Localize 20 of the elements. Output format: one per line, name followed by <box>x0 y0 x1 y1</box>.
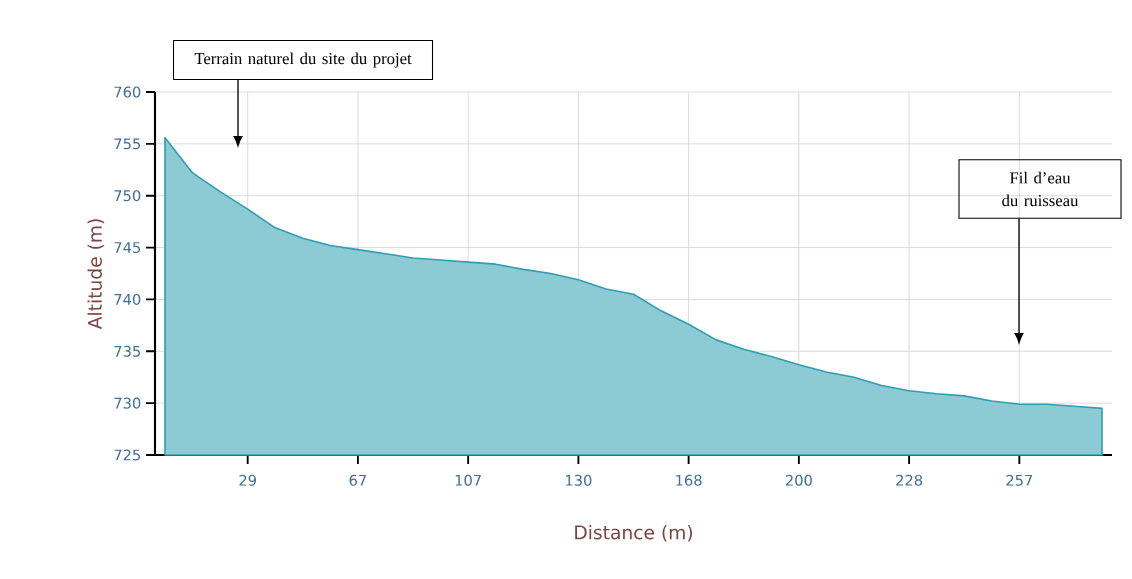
x-tick-label: 29 <box>239 474 256 486</box>
y-tick-label: 730 <box>114 397 141 409</box>
x-tick-label: 228 <box>896 474 923 486</box>
y-tick-label: 760 <box>114 86 141 98</box>
x-tick-label: 130 <box>566 474 592 486</box>
y-tick-label: 750 <box>114 190 141 202</box>
text: Terrain naturel du site du projet <box>194 52 412 68</box>
x-axis-title: Distance (m) <box>575 524 693 542</box>
y-tick-label: 745 <box>114 242 140 254</box>
x-tick-label: 257 <box>1006 474 1033 486</box>
annotation: Fil d’eau du ruisseau <box>1002 171 1079 207</box>
x-tick-label: 168 <box>676 474 702 486</box>
x-tick-label: 67 <box>349 474 366 486</box>
y-tick-label: 735 <box>114 345 140 357</box>
y-tick-label: 725 <box>114 449 140 461</box>
x-tick-label: 107 <box>455 474 481 486</box>
x-tick-label: 200 <box>785 474 812 486</box>
y-tick-label: 740 <box>114 293 141 305</box>
y-tick-label: 755 <box>114 138 140 150</box>
y-axis-title: Altitude (m) <box>87 219 105 330</box>
